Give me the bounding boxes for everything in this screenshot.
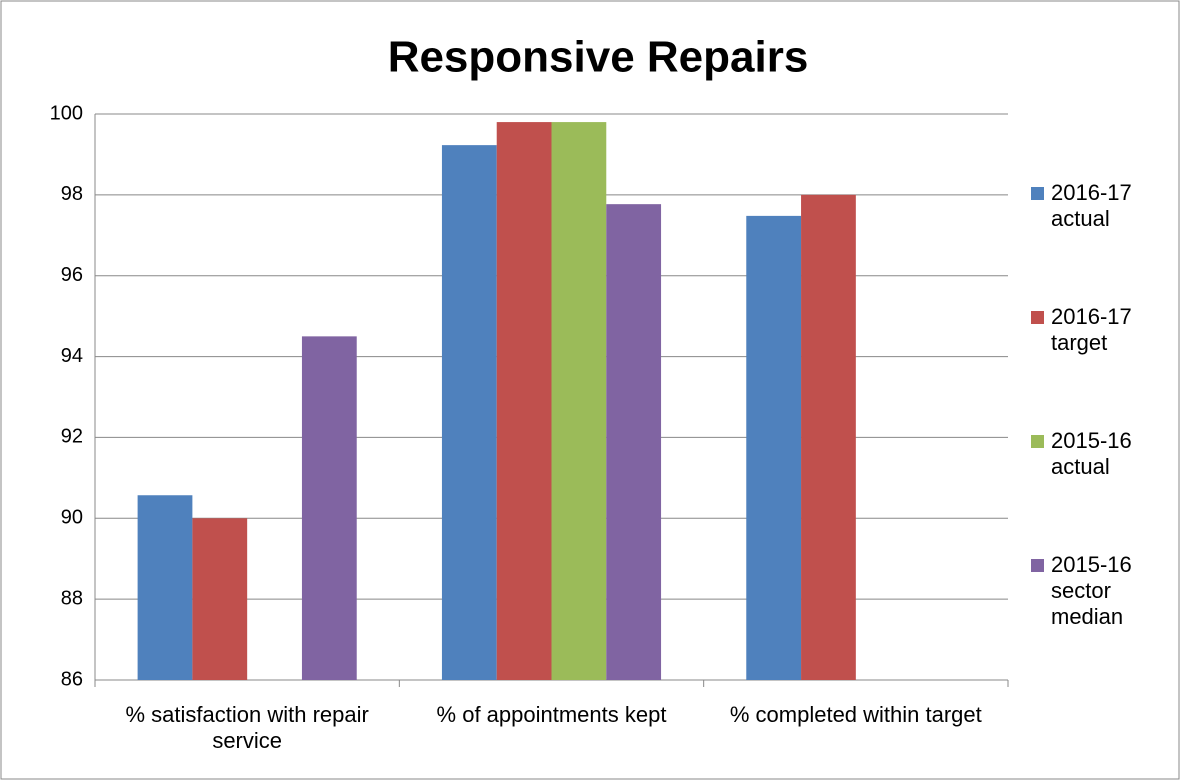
bar [496,122,552,681]
legend-label: 2016-17 actual [1051,180,1132,231]
x-tick-label: % satisfaction with repair service [125,702,369,753]
bar [137,495,193,680]
bar [746,215,802,680]
y-tick-label: 88 [61,587,83,609]
legend-label: 2015-16 sector median [1051,552,1132,629]
legend-label: 2016-17 target [1051,304,1132,355]
x-tick-label: % of appointments kept [436,702,667,727]
y-tick-label: 98 [61,183,83,205]
legend-label: 2015-16 actual [1051,428,1132,479]
y-tick-label: 90 [61,507,83,529]
bar [606,204,662,681]
legend-swatch [1031,187,1044,200]
bar [801,194,856,680]
y-tick-label: 100 [50,102,83,124]
legend-swatch [1031,435,1044,448]
bar [551,122,607,681]
bar [301,336,357,680]
y-tick-label: 92 [61,426,83,448]
bar [441,145,497,680]
chart-title: Responsive Repairs [388,33,809,82]
legend-swatch [1031,559,1044,572]
x-tick-label: % completed within target [729,702,982,727]
y-tick-label: 96 [61,264,83,286]
y-tick-label: 94 [61,345,83,367]
legend-swatch [1031,311,1044,324]
bar [192,518,248,680]
y-tick-label: 86 [61,668,83,690]
